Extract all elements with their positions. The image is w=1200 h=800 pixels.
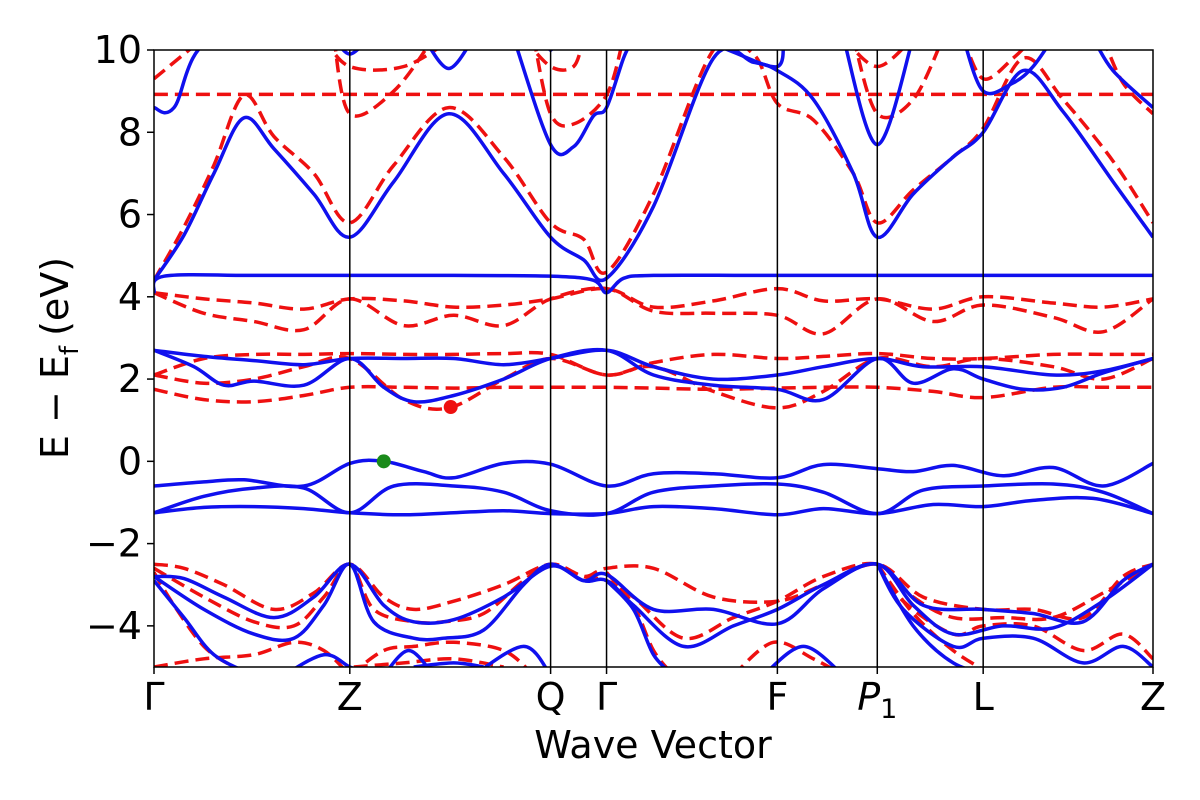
x-axis-ticks: Γ Z Q Γ F P1 L Z: [143, 667, 1166, 725]
x-tick-label-7: Z: [1140, 675, 1166, 719]
blue-band-9: [429, 50, 468, 71]
blue-band-15: [1097, 50, 1153, 109]
band-edge-markers: [376, 400, 458, 469]
blue-band-24: [769, 644, 837, 667]
red-band-14: [154, 355, 1153, 411]
blue-band-14: [965, 50, 1048, 96]
red-band-2: [154, 50, 192, 81]
blue-band-25: [875, 563, 1153, 667]
band-edge-marker-1: [443, 400, 458, 415]
red-band-12: [154, 286, 1153, 336]
x-tick-label-6: L: [973, 675, 994, 719]
blue-solid-bands: [154, 50, 1153, 667]
blue-band-19: [294, 652, 355, 667]
kpoint-divider-lines: [349, 50, 984, 667]
blue-band-3: [154, 347, 1153, 404]
red-band-21: [353, 656, 504, 667]
plot-frame: [153, 49, 1154, 668]
blue-band-12: [723, 50, 785, 69]
y-axis-title-main: E − E: [33, 355, 77, 459]
red-band-20: [357, 640, 528, 667]
blue-band-16: [154, 562, 1153, 627]
band-edge-marker-0: [376, 454, 391, 469]
red-band-6: [531, 50, 583, 72]
y-tick-label-4: 4: [118, 275, 142, 319]
x-tick-label-4: F: [766, 675, 788, 719]
x-tick-label-5: P1: [857, 675, 897, 725]
red-band-3: [329, 50, 439, 72]
y-axis-ticks: −4 −2 0 2 4 6 8 10: [86, 28, 154, 648]
x-tick-label-1: Z: [337, 675, 363, 719]
blue-band-7: [154, 50, 201, 115]
x-tick-label-0: Γ: [143, 675, 164, 719]
y-tick-label-5: 6: [118, 193, 142, 237]
blue-band-2: [154, 458, 1153, 489]
blue-band-11: [515, 50, 629, 157]
blue-band-18: [154, 579, 240, 667]
x-tick-label-2: Q: [536, 675, 566, 719]
blue-band-21: [413, 661, 484, 667]
red-band-1: [154, 50, 1153, 282]
y-axis-title-unit: (eV): [33, 257, 77, 336]
y-axis-title: E − Ef (eV): [33, 257, 85, 459]
blue-band-0: [154, 495, 1153, 517]
y-tick-label-7: 10: [94, 28, 142, 72]
red-band-19: [154, 640, 345, 667]
blue-band-23: [605, 579, 667, 667]
y-tick-label-0: −4: [86, 604, 142, 648]
blue-band-20: [388, 648, 430, 667]
x-axis-title: Wave Vector: [534, 723, 772, 767]
red-band-4: [333, 50, 428, 118]
y-tick-label-1: −2: [86, 522, 142, 566]
y-tick-label-2: 0: [118, 439, 142, 483]
y-axis-title-sub: f: [55, 345, 85, 355]
red-band-5: [534, 50, 623, 128]
blue-band-6: [154, 50, 1153, 283]
blue-band-26: [875, 563, 967, 667]
blue-band-22: [482, 644, 548, 667]
y-tick-label-6: 8: [118, 110, 142, 154]
y-tick-label-3: 2: [118, 357, 142, 401]
x-tick-label-3: Γ: [596, 675, 617, 719]
blue-band-17: [154, 562, 1153, 649]
